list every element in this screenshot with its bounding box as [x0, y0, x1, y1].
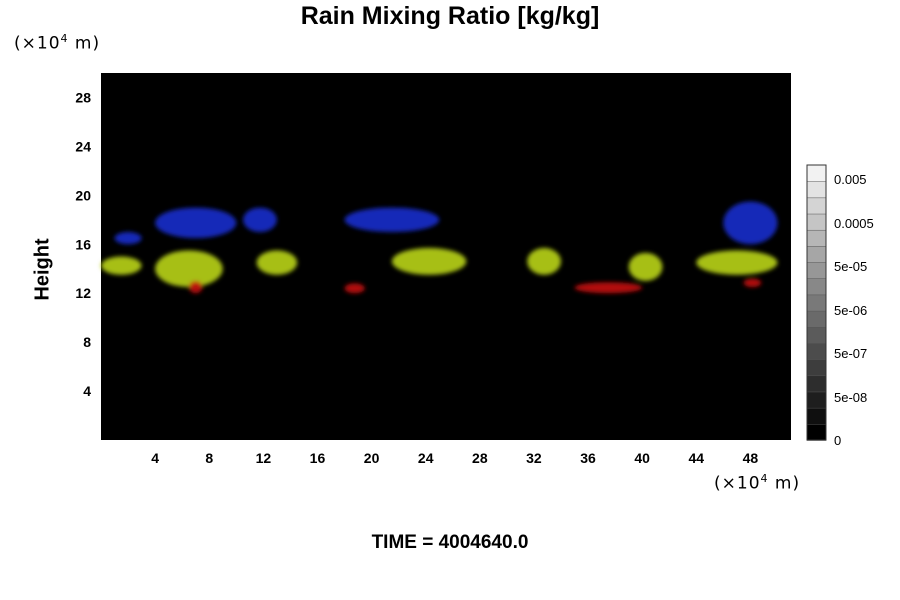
colorbar-label: 5e-07	[834, 346, 867, 361]
cloud-region-9	[574, 282, 643, 294]
colorbar-label: 5e-05	[834, 259, 867, 274]
colorbar-segment	[806, 245, 827, 263]
cloud-region-4	[628, 252, 663, 281]
x-tick-label: 12	[256, 450, 272, 466]
x-tick-label: 4	[151, 450, 159, 466]
colorbar-segment	[806, 277, 827, 296]
colorbar-segment	[806, 342, 827, 360]
colorbar-segment	[806, 375, 827, 393]
colorbar-segment	[806, 358, 827, 377]
cloud-region-1	[256, 250, 298, 275]
y-unit-suffix: m)	[68, 33, 101, 54]
y-tick-label: 28	[75, 89, 91, 105]
colorbar-segment	[806, 423, 827, 441]
x-tick-label: 20	[364, 450, 380, 466]
colorbar-label: 0.0005	[834, 216, 874, 231]
cloud-region-10	[743, 278, 762, 288]
colorbar-segment	[806, 197, 827, 215]
cloud-region-0	[155, 250, 223, 288]
colorbar-frame	[806, 164, 827, 441]
colorbar-segment	[806, 407, 827, 425]
time-label: TIME = 4004640.0	[371, 532, 529, 553]
x-tick-label: 8	[205, 450, 213, 466]
y-tick-label: 20	[75, 187, 91, 203]
cloud-region-7	[188, 280, 203, 294]
colorbar-segment	[806, 180, 827, 199]
x-unit-suffix: m)	[768, 473, 801, 494]
colorbar-label: 0	[834, 433, 841, 448]
y-tick-label: 24	[75, 138, 91, 154]
y-tick-label: 8	[83, 334, 91, 350]
x-tick-label: 32	[526, 450, 542, 466]
y-tick-label: 4	[83, 383, 91, 399]
colorbar-segment	[806, 294, 827, 312]
colorbar-label: 5e-06	[834, 303, 867, 318]
colorbar-segment	[806, 229, 827, 247]
cloud-region-12	[155, 207, 237, 239]
y-tick-label: 12	[75, 285, 91, 301]
x-tick-label: 40	[634, 450, 650, 466]
colorbar-segment	[806, 326, 827, 344]
y-unit-exponent: 4	[60, 32, 69, 45]
cloud-region-13	[243, 207, 277, 233]
colorbar-segment	[806, 310, 827, 328]
x-unit-exponent: 4	[760, 472, 769, 485]
colorbar-label: 0.005	[834, 172, 867, 187]
colorbar-label: 5e-08	[834, 390, 867, 405]
x-tick-label: 24	[418, 450, 434, 466]
cloud-region-3	[527, 247, 562, 275]
x-axis-unit: (×104 m)	[714, 472, 800, 494]
cloud-region-6	[101, 256, 142, 275]
x-tick-label: 48	[743, 450, 759, 466]
y-unit-prefix: (×10	[14, 33, 61, 54]
colorbar-segment	[806, 164, 827, 182]
colorbar-segment	[806, 391, 827, 409]
x-tick-label: 28	[472, 450, 488, 466]
x-tick-label: 44	[689, 450, 705, 466]
x-tick-label: 16	[310, 450, 326, 466]
y-axis-unit: (×104 m)	[14, 32, 100, 54]
x-unit-prefix: (×10	[714, 473, 761, 494]
cloud-region-11	[114, 232, 142, 245]
colorbar-segment	[806, 213, 827, 231]
cloud-region-14	[344, 207, 440, 233]
y-tick-label: 16	[75, 236, 91, 252]
x-tick-label: 36	[580, 450, 596, 466]
colorbar-segment	[806, 261, 827, 279]
cloud-region-8	[344, 283, 365, 294]
cloud-region-2	[391, 247, 467, 275]
cloud-region-15	[723, 201, 778, 245]
chart-title: Rain Mixing Ratio [kg/kg]	[300, 2, 600, 30]
cloud-region-5	[696, 250, 778, 275]
